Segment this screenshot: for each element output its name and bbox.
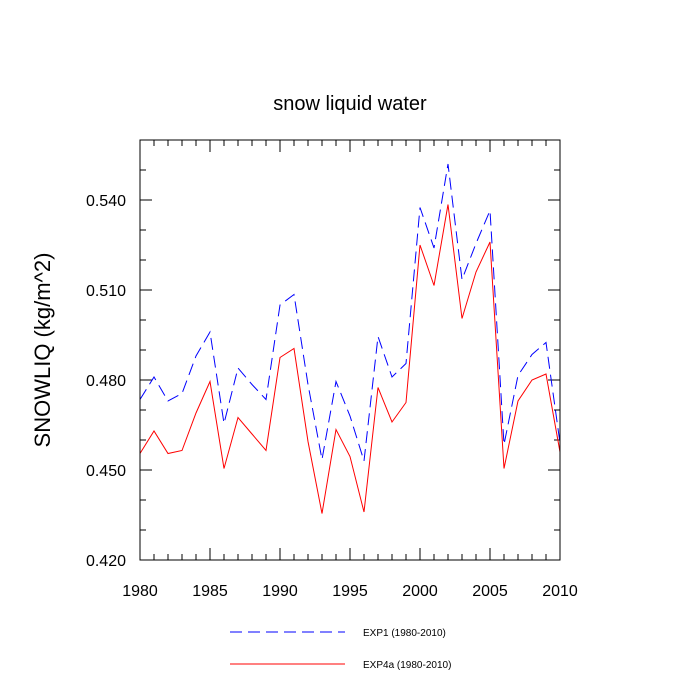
y-axis-label: SNOWLIQ (kg/m^2) <box>30 253 55 448</box>
y-tick-label: 0.540 <box>86 193 126 210</box>
y-tick-label: 0.480 <box>86 373 126 390</box>
x-tick-label: 1990 <box>262 583 298 600</box>
x-tick-label: 1980 <box>122 583 158 600</box>
y-tick-label: 0.510 <box>86 283 126 300</box>
series-line-exp4a <box>139 204 561 514</box>
series-group <box>139 163 561 514</box>
legend-label: EXP1 (1980-2010) <box>363 628 446 639</box>
legend-label: EXP4a (1980-2010) <box>363 660 451 671</box>
x-tick-label: 2010 <box>542 583 578 600</box>
y-tick-label: 0.450 <box>86 463 126 480</box>
plot-frame <box>139 139 561 561</box>
x-tick-label: 1985 <box>192 583 228 600</box>
chart-title: snow liquid water <box>273 93 427 115</box>
x-tick-label: 1995 <box>332 583 368 600</box>
legend: EXP1 (1980-2010) EXP4a (1980-2010) <box>230 628 451 671</box>
axis-ticks: 1980 1985 1990 1995 2000 2005 2010 0.420 0.450 0.… <box>86 139 578 600</box>
x-tick-label: 2000 <box>402 583 438 600</box>
x-tick-label: 2005 <box>472 583 508 600</box>
series-line-exp1 <box>139 163 561 462</box>
y-tick-label: 0.420 <box>86 553 126 570</box>
